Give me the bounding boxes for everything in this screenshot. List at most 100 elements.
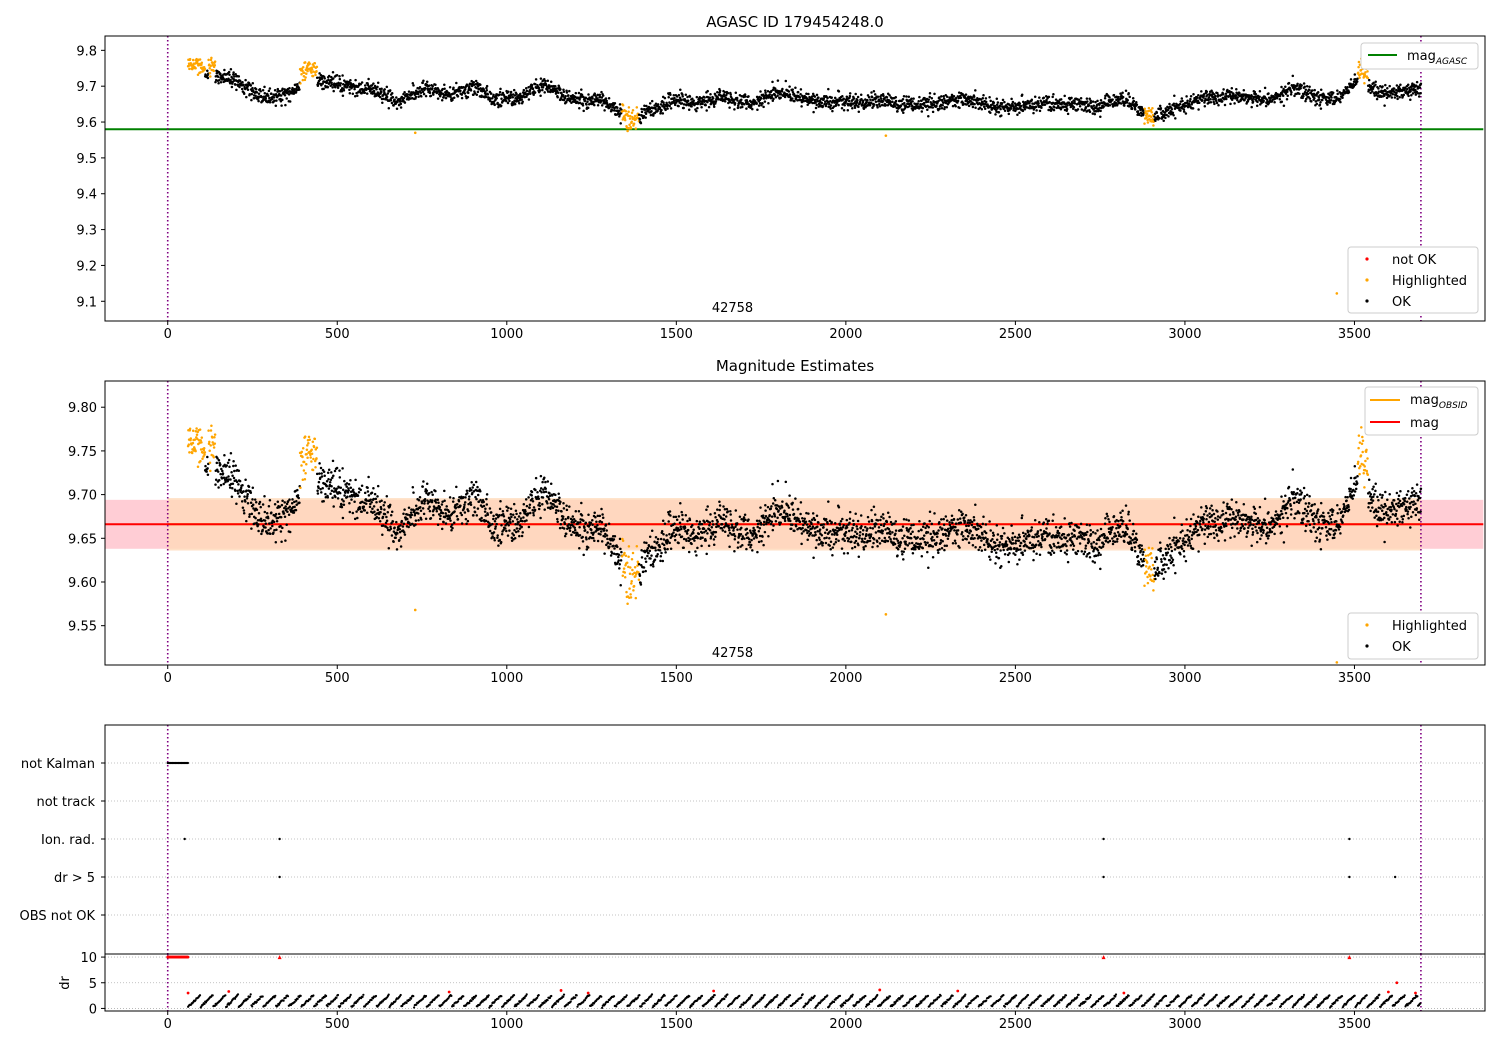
point-ok (546, 79, 550, 83)
point-ok (284, 539, 287, 542)
point-ok (561, 515, 565, 518)
point-ok (729, 93, 732, 96)
point-ok (259, 505, 262, 509)
point-ok (335, 74, 339, 77)
point-ok (1290, 91, 1293, 94)
point-ok (230, 495, 234, 498)
point-ok (848, 94, 852, 98)
point-ok (321, 82, 324, 85)
point-ok (348, 502, 351, 505)
point-ok (214, 80, 217, 84)
point-ok (386, 92, 390, 95)
point-ok (1066, 104, 1069, 107)
point-ok (544, 83, 548, 87)
point-ok (450, 529, 453, 532)
point-ok (272, 531, 275, 535)
point-ok (682, 103, 686, 106)
point-highlighted (1152, 124, 1155, 127)
point-ok (261, 528, 264, 532)
point-ok (1326, 103, 1329, 106)
point-ok (438, 517, 442, 521)
point-ok (451, 500, 455, 503)
point-ok (266, 516, 270, 520)
point-ok (395, 548, 399, 551)
point-ok (568, 529, 572, 533)
point-ok (654, 107, 657, 111)
point-ok (236, 492, 240, 495)
point-ok (618, 567, 621, 570)
point-ok (321, 487, 324, 490)
point-highlighted (188, 451, 191, 454)
point-ok (518, 101, 521, 105)
point-ok (714, 102, 717, 105)
point-ok (365, 87, 368, 90)
point-ok (1038, 109, 1042, 113)
point-ok (1164, 116, 1167, 120)
point-ok (257, 529, 260, 533)
point-ok (492, 517, 495, 521)
point-ok (643, 104, 646, 108)
point-ok (217, 478, 221, 482)
point-ok (840, 107, 844, 110)
point-ok (494, 525, 497, 528)
point-ok (1383, 104, 1386, 107)
point-ok (607, 96, 611, 100)
point-ok (326, 471, 330, 475)
point-ok (496, 534, 499, 537)
point-ok (740, 98, 743, 102)
point-ok (673, 103, 677, 107)
point-ok (945, 95, 949, 99)
point-ok (440, 527, 444, 531)
point-ok (325, 480, 329, 483)
point-ok (370, 500, 373, 504)
point-ok (243, 495, 246, 498)
point-ok (360, 484, 364, 487)
point-ok (419, 91, 423, 95)
point-ok (466, 95, 470, 99)
point-ok (531, 497, 534, 501)
point-ok (1251, 100, 1255, 103)
point-ok (531, 87, 535, 91)
point-ok (650, 99, 654, 103)
point-ok (1310, 100, 1313, 103)
point-ok (1319, 107, 1323, 110)
point-ok (1181, 99, 1184, 103)
point-ok (513, 102, 517, 106)
point-ok (385, 495, 389, 498)
point-ok (1375, 97, 1379, 101)
point-ok (412, 84, 415, 87)
point-ok (217, 82, 220, 85)
point-ok (1396, 94, 1399, 98)
point-highlighted (302, 71, 306, 75)
point-ok (429, 94, 433, 98)
point-ok (527, 86, 530, 89)
point-ok (544, 490, 548, 494)
point-ok (1415, 80, 1419, 84)
point-highlighted (304, 472, 307, 475)
point-ok (591, 523, 594, 526)
point-highlighted (310, 71, 313, 74)
point-highlighted (299, 82, 302, 85)
point-highlighted (625, 590, 628, 594)
point-ok (338, 476, 342, 479)
point-ok (281, 499, 284, 503)
point-ok (356, 516, 359, 520)
point-ok (245, 497, 249, 500)
point-ok (726, 91, 730, 95)
point-highlighted (211, 441, 214, 444)
point-ok (768, 93, 771, 96)
point-ok (931, 110, 935, 114)
point-ok (557, 509, 560, 513)
point-ok (561, 93, 565, 97)
point-ok (372, 86, 375, 90)
point-ok (525, 519, 528, 522)
point-ok (1170, 108, 1174, 111)
point-ok (365, 511, 369, 514)
point-ok (285, 97, 288, 100)
point-ok (1189, 94, 1193, 98)
point-ok (596, 539, 600, 543)
point-ok (1319, 100, 1322, 104)
point-ok (1123, 104, 1126, 107)
point-ok (231, 474, 234, 478)
point-ok (286, 510, 289, 513)
